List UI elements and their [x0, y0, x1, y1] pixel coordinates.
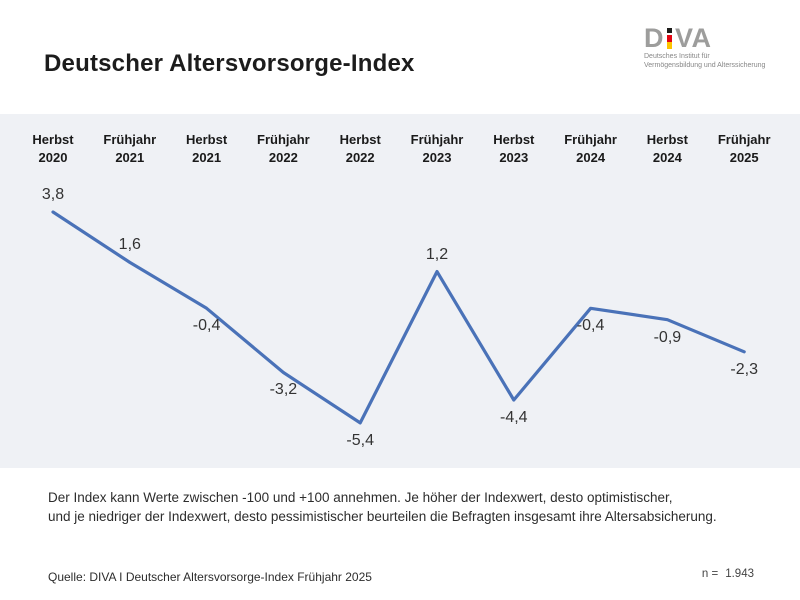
- data-point-label: -0,9: [653, 328, 682, 346]
- flag-red-segment: [667, 35, 672, 42]
- logo-subtitle-line2: Vermögensbildung und Alterssicherung: [644, 61, 766, 69]
- diva-wordmark: D VA: [644, 23, 774, 53]
- x-axis-label: Frühjahr 2024: [564, 132, 617, 165]
- index-explanation: Der Index kann Werte zwischen -100 und +…: [48, 489, 717, 527]
- chart-plot-area: Herbst 2020 Frühjahr 2021 Herbst 2021 Frühjahr…: [0, 114, 800, 468]
- data-point-label: -2,3: [730, 360, 758, 378]
- logo-letter-d: D: [644, 23, 664, 53]
- x-axis-label: Frühjahr 2022: [257, 132, 310, 165]
- x-axis-label: Frühjahr 2021: [103, 132, 157, 165]
- diva-logo: D VA Deutsches Institut für Vermögensbil…: [644, 23, 774, 71]
- index-explanation-line1: Der Index kann Werte zwischen -100 und +…: [48, 490, 673, 505]
- flag-gold-segment: [667, 42, 672, 49]
- x-axis-label: Herbst 2020: [32, 132, 74, 165]
- german-flag-i-icon: [667, 28, 672, 49]
- data-point-label: -4,4: [500, 408, 528, 426]
- logo-subtitle: Deutsches Institut für Vermögensbildung …: [644, 53, 774, 71]
- logo-subtitle-line1: Deutsches Institut für: [644, 53, 710, 60]
- sample-size-label: n =: [701, 568, 719, 580]
- x-axis-label: Frühjahr 2023: [410, 132, 464, 165]
- data-point-label: -0,4: [192, 317, 221, 335]
- x-axis-label: Herbst 2021: [186, 132, 228, 165]
- page-title: Deutscher Altersvorsorge-Index: [44, 50, 415, 77]
- data-point-label: -3,2: [269, 381, 298, 399]
- flag-black-segment: [667, 28, 672, 33]
- logo-letters-va: VA: [675, 23, 712, 53]
- x-axis-label: Frühjahr 2025: [717, 132, 771, 165]
- x-axis-label: Herbst 2023: [493, 132, 535, 165]
- source-note: Quelle: DIVA I Deutscher Altersvorsorge-…: [48, 570, 372, 584]
- data-point-label: 1,2: [425, 245, 449, 263]
- index-explanation-line2: und je niedriger der Indexwert, desto pe…: [48, 508, 717, 524]
- data-point-label: 1,6: [118, 236, 141, 254]
- data-point-label: -0,4: [576, 317, 605, 335]
- x-axis-label: Herbst 2022: [339, 132, 381, 165]
- data-point-label: -5,4: [346, 431, 374, 449]
- sample-size-value: 1.943: [725, 568, 754, 580]
- data-point-label: 3,8: [41, 185, 65, 203]
- sample-size: n = 1.943: [702, 568, 754, 580]
- x-axis-label: Herbst 2024: [646, 132, 688, 165]
